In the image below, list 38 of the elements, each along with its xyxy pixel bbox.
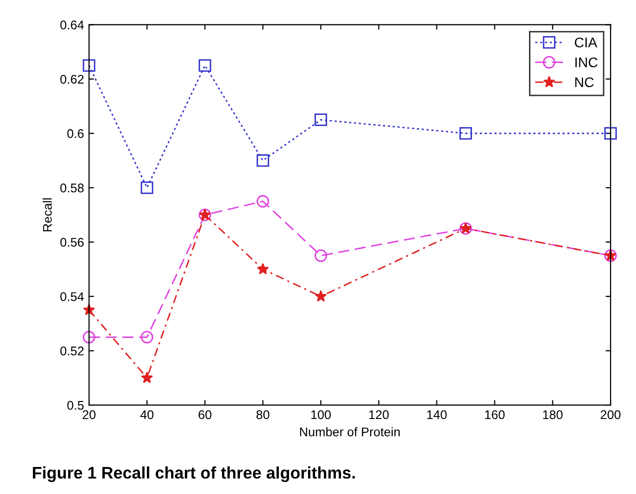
x-tick-label: 80 bbox=[256, 410, 270, 420]
x-tick-label: 160 bbox=[485, 410, 505, 420]
y-tick-label: 0.62 bbox=[60, 74, 84, 84]
y-tick-label: 0.56 bbox=[60, 238, 84, 247]
legend-label: NC bbox=[575, 77, 594, 88]
x-tick-label: 120 bbox=[369, 410, 389, 420]
point bbox=[256, 154, 270, 167]
y-tick-label: 0.6 bbox=[67, 129, 84, 138]
x-axis-title: Number of Protein bbox=[300, 427, 400, 436]
x-tick-label: 20 bbox=[82, 410, 96, 420]
y-tick-label: 0.5 bbox=[67, 400, 84, 410]
point bbox=[140, 181, 154, 194]
point bbox=[314, 249, 328, 262]
y-tick-label: 0.54 bbox=[60, 292, 84, 302]
y-axis-title: Recall bbox=[42, 198, 52, 232]
y-tick-label: 0.52 bbox=[60, 346, 84, 356]
legend-label: INC bbox=[575, 57, 598, 68]
point bbox=[140, 330, 154, 344]
x-tick-label: 60 bbox=[198, 410, 212, 420]
y-tick-label: 0.58 bbox=[60, 184, 84, 192]
point bbox=[82, 330, 96, 344]
y-tick-label: 0.64 bbox=[60, 20, 84, 30]
x-tick-label: 100 bbox=[311, 410, 331, 420]
point bbox=[314, 290, 327, 302]
point bbox=[459, 127, 472, 140]
x-tick-label: 40 bbox=[140, 410, 154, 420]
legend-label: CIA bbox=[574, 38, 598, 48]
x-tick-label: 200 bbox=[600, 410, 620, 420]
point bbox=[314, 114, 328, 126]
point bbox=[604, 127, 617, 140]
point bbox=[141, 372, 153, 384]
point bbox=[256, 195, 270, 208]
x-tick-label: 180 bbox=[543, 410, 563, 420]
point bbox=[198, 59, 212, 72]
caption: Figure 1 Recall chart of three algorithms. bbox=[32, 466, 355, 482]
x-tick-label: 140 bbox=[427, 410, 447, 420]
point bbox=[256, 262, 269, 274]
point bbox=[82, 59, 96, 72]
